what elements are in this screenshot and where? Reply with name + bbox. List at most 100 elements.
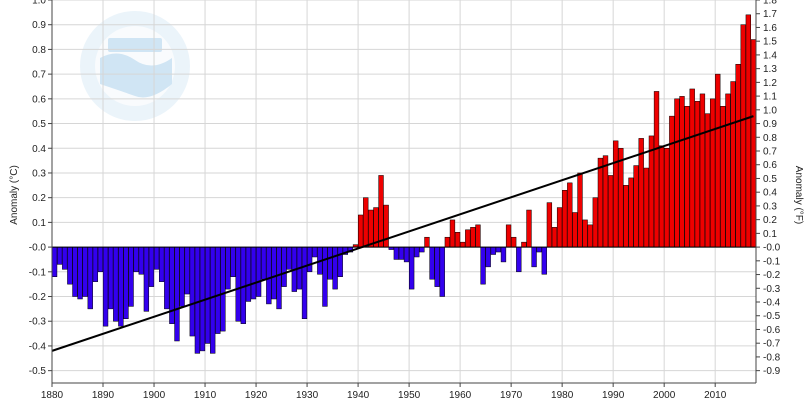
bar-1929 (301, 246, 308, 320)
bar-1955 (434, 246, 440, 287)
noaa-logo-letters (108, 38, 162, 52)
bar-1900 (153, 246, 160, 270)
bar-1961 (465, 229, 471, 248)
bar-2005 (689, 88, 695, 248)
bar-1911 (210, 246, 216, 354)
bar-1993 (628, 177, 634, 248)
bar-1901 (159, 246, 165, 282)
left-axis-title: Anomaly (°C) (9, 165, 20, 225)
x-tick-label: 1970 (500, 390, 523, 401)
bar-1974 (531, 246, 537, 268)
bar-1899 (148, 246, 155, 287)
bar-1883 (67, 246, 73, 285)
left-tick-label: 1.0 (32, 0, 46, 7)
bar-1967 (495, 246, 502, 253)
bar-1997 (648, 135, 655, 248)
right-tick-label: 0.1 (763, 229, 777, 240)
bar-1975 (536, 246, 542, 253)
bar-1978 (551, 227, 558, 248)
left-tick-label: 0.6 (32, 94, 46, 105)
bar-1971 (516, 246, 522, 273)
bar-1944 (378, 175, 384, 248)
right-tick-label: 1.8 (763, 0, 777, 7)
x-tick-label: 1990 (602, 390, 625, 401)
left-tick-label: -0.0 (29, 243, 47, 254)
axes (48, 0, 760, 387)
bar-1968 (500, 246, 507, 263)
right-tick-label: -0.0 (763, 243, 781, 254)
bar-1893 (118, 246, 124, 327)
bar-1914 (225, 246, 231, 290)
bar-2002 (674, 98, 680, 248)
anomaly-bars (51, 14, 757, 354)
bar-1949 (403, 246, 410, 263)
bar-1998 (653, 91, 660, 248)
bar-1920 (255, 246, 262, 297)
bar-2015 (740, 24, 746, 248)
left-tick-label: 0.9 (32, 20, 46, 31)
bar-1935 (332, 246, 338, 290)
right-tick-label: -0.9 (763, 366, 781, 377)
bar-1896 (133, 246, 139, 273)
bar-1916 (235, 246, 241, 322)
bar-1887 (87, 246, 93, 310)
left-axis-tick-labels: 1.0 0.9 0.8 0.7 0.6 0.5 0.4 0.3 0.2 0.1 -0.0 -0.1 -0… (29, 0, 47, 377)
bar-1945 (383, 204, 389, 248)
bar-1918 (245, 246, 252, 302)
right-tick-label: 0.5 (763, 174, 777, 185)
x-tick-label: 1980 (551, 390, 574, 401)
bar-1905 (179, 246, 185, 307)
bar-1954 (429, 246, 435, 280)
bar-1926 (286, 246, 292, 270)
bar-1881 (57, 246, 63, 265)
x-tick-label: 1950 (398, 390, 421, 401)
right-tick-label: 0.8 (763, 133, 777, 144)
left-tick-label: -0.1 (29, 267, 47, 278)
bar-1940 (357, 214, 364, 248)
right-tick-label: -0.8 (763, 352, 781, 363)
bar-1987 (597, 157, 604, 248)
bar-2016 (745, 14, 751, 248)
bar-1898 (143, 246, 150, 312)
trend-line (51, 115, 754, 352)
right-tick-label: -0.6 (763, 325, 781, 336)
bar-1907 (189, 246, 195, 337)
bar-1931 (312, 246, 318, 258)
bar-1988 (602, 155, 609, 248)
bar-1952 (419, 246, 425, 253)
left-tick-label: -0.3 (29, 317, 47, 328)
bar-1947 (393, 246, 399, 260)
bar-1906 (184, 246, 190, 295)
bar-1933 (322, 246, 328, 307)
right-tick-label: 0.6 (763, 160, 777, 171)
bar-1904 (174, 246, 180, 342)
right-tick-label: 1.4 (763, 50, 777, 61)
bar-2000 (664, 148, 670, 248)
bar-1985 (587, 224, 593, 248)
right-axis-tick-labels: 1.8 1.7 1.6 1.5 1.4 1.3 1.2 1.1 1.0 0.9 0.8 0.7 0.6 0… (763, 0, 781, 377)
bar-1921 (261, 246, 267, 280)
bar-1989 (607, 175, 614, 248)
bar-1956 (439, 246, 445, 297)
bar-1880 (51, 246, 58, 277)
left-tick-label: 0.4 (32, 144, 46, 155)
bar-1951 (414, 246, 420, 258)
bar-1953 (424, 236, 430, 248)
right-tick-label: -0.1 (763, 256, 781, 267)
bar-2004 (684, 106, 690, 248)
right-tick-label: 0.3 (763, 201, 777, 212)
right-tick-label: 1.7 (763, 9, 777, 20)
bar-1958 (449, 219, 456, 248)
noaa-logo-outer-ring (80, 11, 190, 121)
bar-1950 (409, 246, 415, 290)
left-tick-label: 0.5 (32, 119, 46, 130)
bar-2010 (715, 73, 721, 248)
bar-1882 (62, 246, 68, 270)
bar-1930 (306, 246, 313, 273)
bar-1992 (623, 185, 629, 248)
bar-1915 (230, 246, 236, 277)
left-tick-label: 0.2 (32, 193, 46, 204)
right-tick-label: -0.4 (763, 298, 781, 309)
bar-2007 (699, 93, 706, 248)
